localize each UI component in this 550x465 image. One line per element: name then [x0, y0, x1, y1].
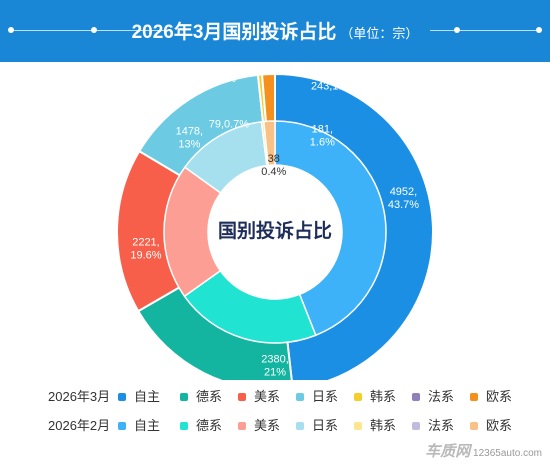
- legend-swatch: [412, 421, 420, 430]
- legend-label: 自主: [134, 389, 161, 404]
- legend-swatch: [412, 392, 420, 401]
- data-label-february-1: 2380, 21%: [261, 354, 289, 379]
- data-label-march-6: 243,1.3%: [311, 81, 358, 93]
- legend-item[interactable]: 德系: [180, 386, 223, 404]
- legend-item[interactable]: 欧系: [470, 415, 513, 433]
- legend-label: 自主: [134, 418, 161, 433]
- legend-swatch: [238, 421, 246, 430]
- data-label-extra-1: 79,0.7%: [209, 118, 250, 130]
- slice-february-0[interactable]: [274, 120, 387, 337]
- legend-label: 欧系: [486, 418, 513, 433]
- legend-swatch: [470, 392, 478, 401]
- legend-item[interactable]: 日系: [296, 415, 339, 433]
- chart-header: 2026年3月国别投诉占比 （单位：宗）: [0, 0, 550, 62]
- data-label-march-0: 8978, 47.9%: [459, 207, 490, 232]
- legend-label: 美系: [254, 389, 281, 404]
- nested-donut-chart: 8978,47.9%3434,18.3%3148,16.8%2742,14.6%…: [80, 19, 490, 442]
- legend-label: 德系: [196, 418, 223, 433]
- legend-item[interactable]: 韩系: [354, 415, 397, 433]
- legend-item[interactable]: 法系: [412, 415, 455, 433]
- data-label-february-6: 181, 1.6%: [310, 123, 335, 148]
- legend-swatch: [470, 421, 478, 430]
- legend-swatch: [180, 392, 188, 401]
- legend-label: 法系: [428, 389, 455, 404]
- legend-item[interactable]: 美系: [238, 386, 281, 404]
- header-dot-right-inner: [454, 27, 460, 33]
- data-label-march-2: 3148, 16.8%: [80, 236, 111, 261]
- legend-label: 日系: [312, 418, 339, 433]
- slice-february-6[interactable]: [262, 120, 276, 167]
- legend-label: 日系: [312, 389, 339, 404]
- legend-swatch: [354, 392, 362, 401]
- legend-item[interactable]: 欧系: [470, 386, 513, 404]
- legend-item[interactable]: 自主: [118, 386, 161, 404]
- legend-label: 韩系: [370, 389, 397, 404]
- page-title: 2026年3月国别投诉占比 （单位：宗）: [0, 17, 550, 44]
- legend-row-february: 2026年2月 自主 德系 美系 日系 韩系 法系 欧系: [30, 412, 530, 434]
- legend-label: 德系: [196, 389, 223, 404]
- legend-item[interactable]: 自主: [118, 415, 161, 433]
- data-label-february-0: 4952, 43.7%: [388, 186, 419, 211]
- legend-swatch: [180, 421, 188, 430]
- data-label-march-3: 2742, 14.6%: [145, 89, 176, 114]
- header-dot-left-inner: [91, 27, 97, 33]
- legend-row-march: 2026年3月 自主 德系 美系 日系 韩系 法系 欧系: [30, 383, 530, 405]
- header-rule-left: [10, 30, 170, 31]
- watermark-brand: 车质网: [425, 443, 471, 460]
- legend-swatch: [118, 421, 126, 430]
- legend-item[interactable]: 法系: [412, 386, 455, 404]
- center-title: 国别投诉占比: [218, 219, 332, 242]
- legend-swatch: [296, 392, 304, 401]
- donut-chart-area: 8978,47.9%3434,18.3%3148,16.8%2742,14.6%…: [0, 19, 550, 442]
- legend-item[interactable]: 韩系: [354, 386, 397, 404]
- legend-year: 2026年2月: [48, 418, 111, 433]
- legend-label: 美系: [254, 418, 281, 433]
- watermark-url: 12365auto.com: [473, 448, 542, 459]
- data-label-february-3: 1478, 13%: [176, 125, 204, 150]
- title-text: 2026年3月国别投诉占比: [131, 22, 337, 43]
- data-label-top-1: 38 0.4%: [261, 153, 286, 178]
- legend-swatch: [296, 421, 304, 430]
- legend-swatch: [118, 392, 126, 401]
- title-unit: （单位：宗）: [340, 26, 419, 41]
- header-dot-left-outer: [8, 27, 14, 33]
- data-label-extra-0: 131,0.7%: [190, 73, 237, 85]
- header-dot-right-outer: [536, 27, 542, 33]
- legend-label: 法系: [428, 418, 455, 433]
- legend-item[interactable]: 德系: [180, 415, 223, 433]
- data-label-february-2: 2221, 19.6%: [130, 236, 161, 261]
- header-rule-right: [430, 30, 542, 31]
- legend-year: 2026年3月: [48, 389, 111, 404]
- legend-swatch: [238, 392, 246, 401]
- legend-label: 韩系: [370, 418, 397, 433]
- legend-item[interactable]: 美系: [238, 415, 281, 433]
- legend-swatch: [354, 421, 362, 430]
- legend-label: 欧系: [486, 389, 513, 404]
- legend-item[interactable]: 日系: [296, 386, 339, 404]
- watermark: 车质网 12365auto.com: [425, 440, 542, 461]
